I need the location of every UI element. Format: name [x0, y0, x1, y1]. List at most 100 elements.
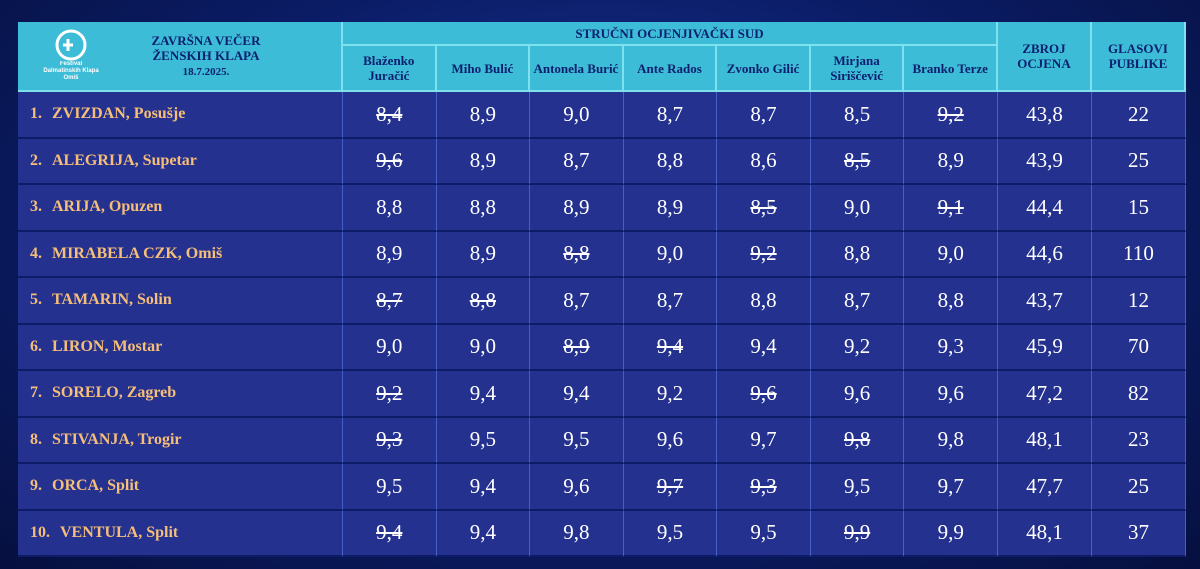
score-value: 9,6 [750, 380, 777, 405]
score: 8,7 [623, 92, 718, 139]
score: 9,4 [623, 324, 718, 371]
team-cell: 4. MIRABELA CZK, Omiš [18, 231, 343, 278]
score-value: 9,0 [469, 334, 496, 359]
score: 9,2 [904, 92, 998, 139]
sum: 47,2 [998, 371, 1092, 418]
score-value: 8,9 [376, 241, 403, 266]
score-value: 9,4 [469, 380, 496, 405]
score-value: 9,8 [937, 427, 964, 452]
score-value: 9,7 [750, 427, 777, 452]
score-value: 9,4 [469, 520, 496, 545]
score: 9,0 [904, 231, 998, 278]
score: 9,8 [530, 510, 624, 557]
score: 8,7 [717, 92, 811, 139]
score: 8,5 [717, 185, 811, 232]
score: 9,4 [436, 464, 531, 511]
score: 9,3 [717, 464, 811, 511]
score: 8,8 [343, 185, 437, 232]
score: 9,4 [436, 510, 531, 557]
score: 9,0 [530, 92, 624, 139]
score-value: 9,9 [844, 520, 871, 545]
votes: 15 [1092, 185, 1186, 232]
team-name: LIRON, Mostar [52, 337, 163, 355]
score-value: 9,2 [844, 334, 871, 359]
team-cell: 5. TAMARIN, Solin [18, 278, 343, 325]
score-value: 9,0 [844, 194, 871, 219]
score-value: 9,4 [469, 473, 496, 498]
score: 8,8 [436, 278, 531, 325]
score-value: 9,7 [656, 473, 684, 498]
title-block: ZAVRŠNA VEČER ŽENSKIH KLAPA 18.7.2025. [126, 33, 286, 80]
team-name: STIVANJA, Trogir [52, 430, 182, 448]
votes: 12 [1092, 278, 1186, 325]
votes: 110 [1092, 231, 1186, 278]
score: 9,6 [904, 371, 998, 418]
score-value: 8,5 [750, 194, 777, 219]
team-cell: 2. ALEGRIJA, Supetar [18, 138, 343, 185]
score-value: 8,7 [656, 101, 684, 126]
rank: 2. [30, 151, 42, 169]
sum-header: ZBROJ OCJENA [998, 22, 1092, 92]
votes: 23 [1092, 417, 1186, 464]
score: 9,2 [623, 371, 718, 418]
title: ZAVRŠNA VEČER ŽENSKIH KLAPA [151, 32, 261, 63]
sum: 43,8 [998, 92, 1092, 139]
score: 8,7 [810, 278, 905, 325]
votes: 37 [1092, 510, 1186, 557]
team-name: TAMARIN, Solin [52, 291, 172, 309]
score-value: 9,0 [937, 241, 964, 266]
rank: 6. [30, 337, 42, 355]
score-value: 8,9 [563, 334, 590, 359]
score-value: 9,5 [656, 520, 684, 545]
score-value: 8,8 [750, 287, 777, 312]
score: 9,0 [436, 324, 531, 371]
score-value: 9,8 [844, 427, 871, 452]
score: 8,9 [530, 185, 624, 232]
score: 8,5 [810, 138, 905, 185]
sum: 48,1 [998, 510, 1092, 557]
score: 8,9 [436, 231, 531, 278]
score-value: 9,5 [469, 427, 496, 452]
judge-header: Zvonko Gilić [717, 46, 811, 92]
score: 8,9 [343, 231, 437, 278]
score: 9,5 [436, 417, 531, 464]
score: 8,9 [904, 138, 998, 185]
score-value: 8,7 [844, 287, 871, 312]
votes: 70 [1092, 324, 1186, 371]
score-value: 8,8 [937, 287, 964, 312]
score: 9,8 [904, 417, 998, 464]
score-value: 9,4 [656, 334, 684, 359]
score: 9,5 [343, 464, 437, 511]
score-value: 9,3 [937, 334, 964, 359]
logo-text: Festival Dalmatinskih Klapa Omiš [43, 61, 99, 81]
score: 8,7 [343, 278, 437, 325]
score-value: 9,9 [937, 520, 964, 545]
team-name: VENTULA, Split [60, 523, 179, 541]
votes: 25 [1092, 464, 1186, 511]
score: 8,8 [530, 231, 624, 278]
score: 9,6 [343, 138, 437, 185]
sum: 47,7 [998, 464, 1092, 511]
score-value: 9,3 [750, 473, 777, 498]
score-value: 9,5 [750, 520, 777, 545]
logo-circle [55, 29, 87, 61]
rank: 4. [30, 244, 42, 262]
score-value: 9,2 [937, 101, 964, 126]
team-name: SORELO, Zagreb [52, 384, 177, 402]
votes-header: GLASOVI PUBLIKE [1092, 22, 1186, 92]
judge-header: Antonela Burić [530, 46, 624, 92]
votes: 82 [1092, 371, 1186, 418]
score-value: 8,9 [656, 194, 684, 219]
score-value: 8,9 [937, 148, 964, 173]
score-value: 8,8 [844, 241, 871, 266]
score-value: 9,2 [376, 380, 403, 405]
score: 8,8 [623, 138, 718, 185]
date: 18.7.2025. [182, 65, 230, 78]
score-value: 9,6 [844, 380, 871, 405]
score: 8,9 [436, 92, 531, 139]
score: 9,0 [623, 231, 718, 278]
score: 9,5 [623, 510, 718, 557]
score: 9,9 [904, 510, 998, 557]
score-value: 9,7 [937, 473, 964, 498]
judge-header: Ante Rados [623, 46, 718, 92]
